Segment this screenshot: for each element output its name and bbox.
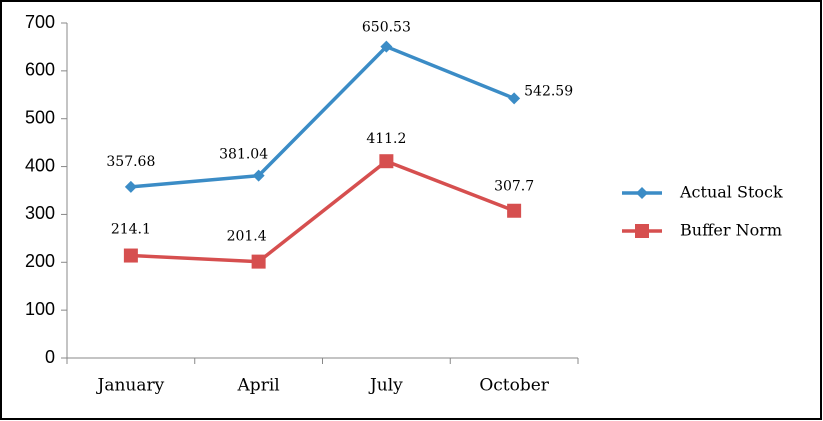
y-tick-label: 300	[25, 203, 55, 223]
series-line	[130, 44, 515, 189]
x-tick-label: April	[237, 376, 280, 396]
x-tick-label: January	[96, 376, 165, 396]
data-point	[251, 254, 266, 269]
data-point	[507, 203, 522, 218]
y-tick-label: 400	[25, 155, 55, 175]
data-label: 357.68	[106, 154, 155, 170]
y-tick-label: 600	[25, 60, 55, 80]
legend-marker	[635, 224, 649, 238]
data-point	[379, 154, 394, 169]
series-line	[130, 159, 515, 264]
legend-label: Buffer Norm	[680, 221, 782, 240]
data-point	[124, 180, 137, 193]
data-label: 201.4	[227, 229, 267, 245]
y-tick-label: 200	[25, 251, 55, 271]
y-tick-label: 0	[45, 347, 55, 367]
data-label: 650.53	[362, 20, 411, 36]
data-label: 411.2	[366, 131, 406, 147]
legend-label: Actual Stock	[679, 183, 783, 202]
y-tick-label: 500	[25, 107, 55, 127]
data-label: 542.59	[524, 83, 573, 99]
legend-marker	[636, 187, 648, 199]
data-label: 214.1	[111, 222, 151, 238]
data-point	[380, 40, 393, 53]
y-tick-label: 700	[25, 12, 55, 32]
x-tick-label: October	[479, 376, 549, 396]
data-label: 381.04	[219, 147, 268, 163]
x-tick-label: July	[368, 376, 403, 396]
data-point	[123, 248, 138, 263]
data-point	[252, 169, 265, 182]
data-label: 307.7	[494, 179, 534, 195]
data-point	[508, 92, 521, 105]
y-tick-label: 100	[25, 299, 55, 319]
